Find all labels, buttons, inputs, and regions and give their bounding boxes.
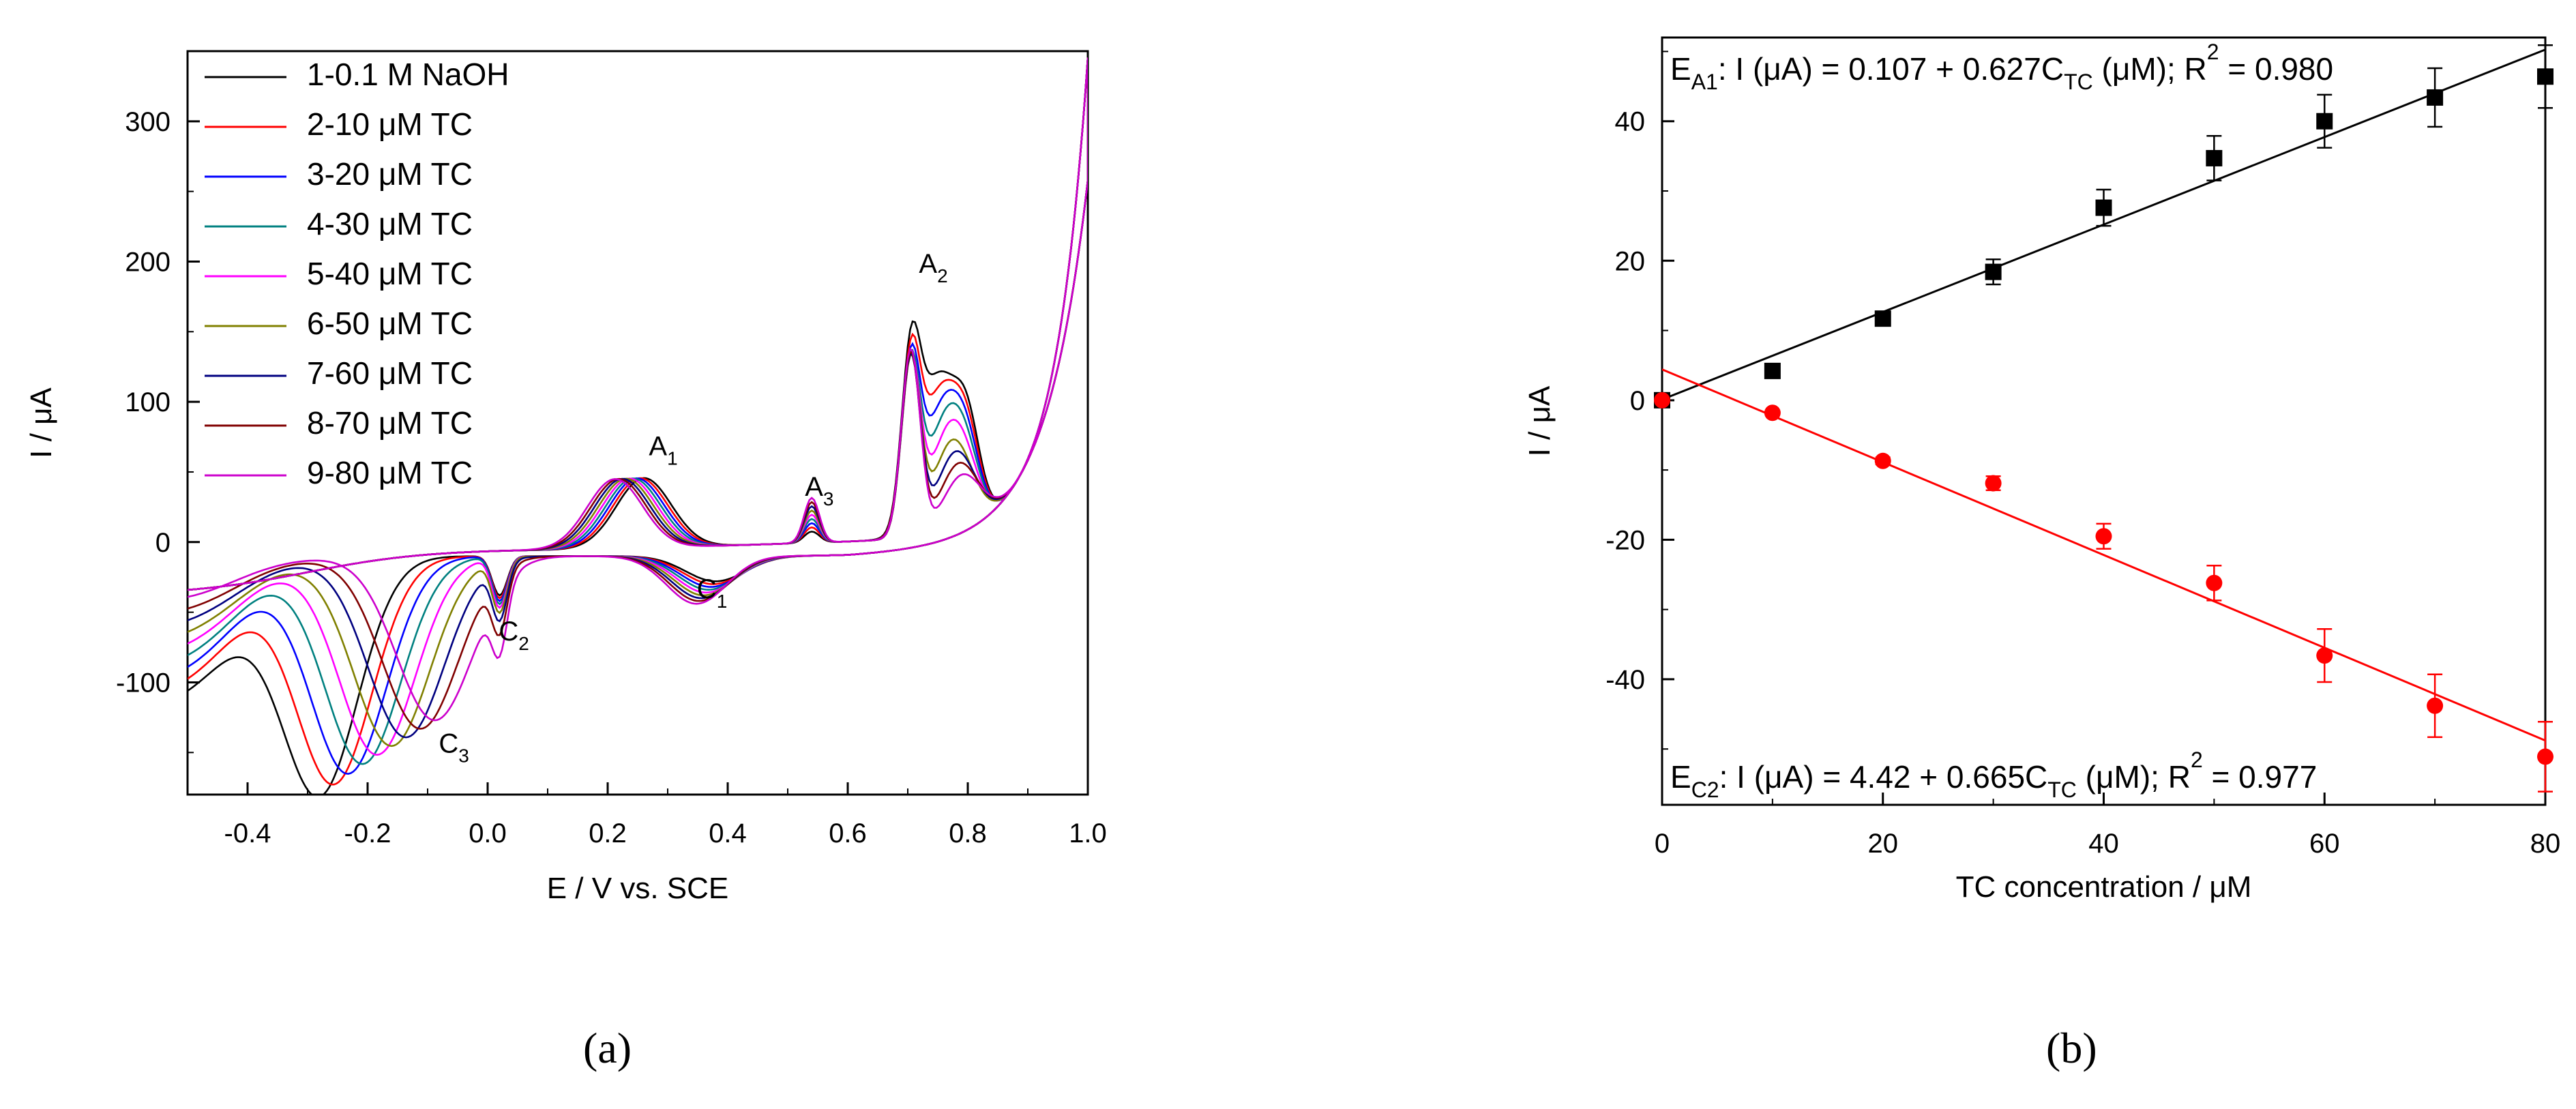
chart-b-calibration-plot: 0 20 40 60 80 -40 -20 0 20 40 TC concentration / μ…: [1523, 36, 2561, 904]
data-point-square: [1985, 263, 2002, 280]
y-tick-label: 300: [125, 107, 171, 137]
legend-label: 4-30 μM TC: [307, 206, 473, 241]
peak-label: C1: [697, 574, 727, 612]
data-point-circle: [1654, 391, 1670, 409]
legend-label: 3-20 μM TC: [307, 156, 473, 192]
data-point-square: [2537, 68, 2553, 85]
x-tick-label: 0.2: [589, 818, 627, 848]
fit-line: [1662, 368, 2545, 742]
data-point-circle: [1874, 452, 1891, 469]
y-tick-label: 0: [1630, 386, 1645, 416]
data-point-circle: [2095, 528, 2112, 545]
x-tick-label: 0.4: [709, 818, 747, 848]
y-tick-label: 20: [1615, 246, 1646, 276]
data-point-circle: [1764, 404, 1781, 422]
x-tick-label: 1.0: [1069, 818, 1107, 848]
legend-label: 1-0.1 M NaOH: [307, 57, 509, 92]
fit-equation: EC2: I (μA) = 4.42 + 0.665CTC (μM); R2 =…: [1670, 748, 2317, 802]
y-tick-label: 100: [125, 387, 171, 417]
y-tick-label: -40: [1605, 665, 1645, 695]
y-tick-label: 0: [156, 528, 171, 558]
data-point-circle: [2427, 697, 2444, 714]
data-point-circle: [2316, 647, 2333, 664]
y-axis-label: I / μA: [25, 387, 58, 458]
x-tick-label: -0.2: [344, 818, 391, 848]
chart-a-cyclic-voltammograms: -0.4 -0.2 0.0 0.2 0.4 0.6 0.8 1.0 -100 0 100 200 300…: [25, 50, 1107, 905]
x-tick-label: 20: [1868, 829, 1899, 859]
series-group: [188, 57, 1088, 795]
cv-series-line: [188, 57, 1088, 722]
legend-label: 8-70 μM TC: [307, 405, 473, 441]
peak-label: A3: [805, 472, 833, 509]
panel-label-b: (b): [2046, 1024, 2097, 1072]
y-tick-label: 200: [125, 247, 171, 277]
x-tick-label: 40: [2088, 829, 2119, 859]
data-point-square: [2427, 89, 2444, 106]
peak-label: A2: [919, 249, 947, 286]
data-point-circle: [2537, 748, 2553, 765]
y-tick-label: 40: [1615, 107, 1646, 137]
peak-label: A1: [649, 431, 677, 469]
x-axis-label: E / V vs. SCE: [547, 872, 729, 905]
x-tick-label: 0.0: [469, 818, 507, 848]
x-tick-label: 0.6: [829, 818, 867, 848]
plot-frame: [1661, 36, 2547, 806]
plot-frame: [186, 50, 1089, 796]
x-axis-label: TC concentration / μM: [1956, 870, 2252, 904]
data-point-square: [1764, 362, 1781, 379]
panel-label-a: (a): [583, 1024, 632, 1072]
x-tick-label: 60: [2309, 829, 2340, 859]
x-tick-label: 0: [1655, 829, 1670, 859]
legend-label: 7-60 μM TC: [307, 355, 473, 391]
data-point-square: [2206, 149, 2223, 166]
data-point-square: [2316, 113, 2333, 130]
legend-label: 9-80 μM TC: [307, 455, 473, 490]
legend-label: 5-40 μM TC: [307, 256, 473, 291]
data-point-circle: [1985, 475, 2002, 492]
legend-label: 2-10 μM TC: [307, 106, 473, 142]
y-tick-label: -20: [1605, 525, 1645, 555]
x-tick-label: -0.4: [224, 818, 271, 848]
data-point-square: [1874, 310, 1891, 327]
peak-label: C3: [439, 728, 469, 766]
data-point-square: [2095, 199, 2112, 216]
fit-equation: EA1: I (μA) = 0.107 + 0.627CTC (μM); R2 …: [1670, 40, 2333, 94]
x-tick-label: 0.8: [949, 818, 987, 848]
data-point-circle: [2206, 574, 2223, 591]
peak-label: C2: [499, 617, 529, 654]
x-tick-label: 80: [2530, 829, 2561, 859]
y-axis-label: I / μA: [1523, 385, 1556, 456]
y-tick-label: -100: [116, 668, 171, 698]
legend-label: 6-50 μM TC: [307, 306, 473, 341]
